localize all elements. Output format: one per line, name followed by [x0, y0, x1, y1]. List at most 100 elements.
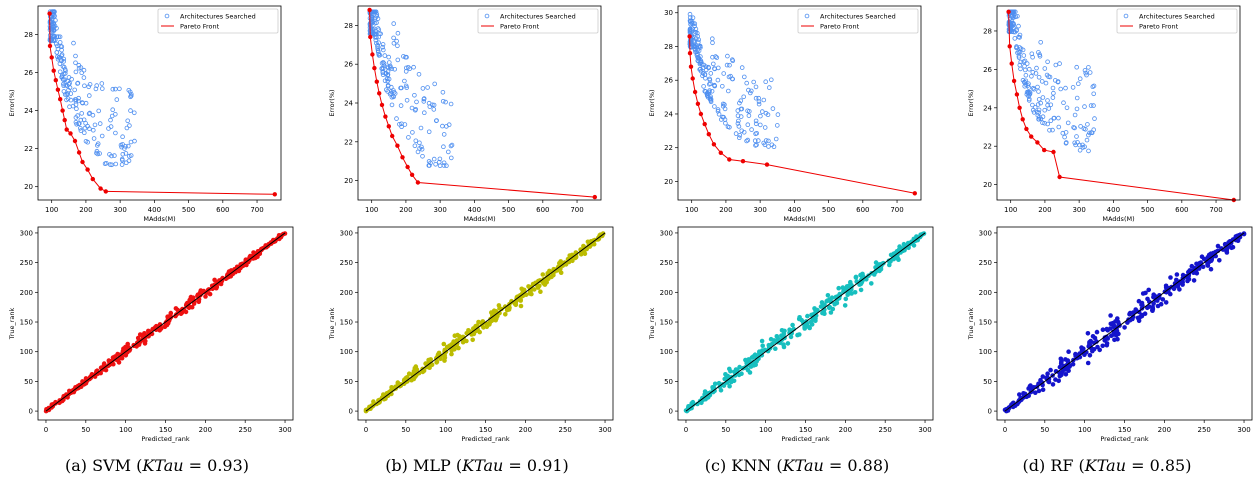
caption-c: (c) KNN (KTau = 0.88)	[704, 456, 890, 475]
searched-point	[751, 79, 756, 85]
rank-point	[188, 294, 194, 300]
searched-point	[74, 106, 79, 111]
searched-point	[774, 123, 780, 128]
searched-point	[109, 162, 115, 168]
searched-point	[1030, 54, 1035, 60]
searched-point	[1026, 89, 1031, 95]
searched-point	[770, 106, 776, 111]
searched-point	[1040, 120, 1045, 125]
x-tick-label: 250	[879, 426, 892, 434]
rank-point	[503, 312, 508, 317]
pareto-line	[369, 9, 595, 198]
pareto-point	[1011, 78, 1017, 84]
rank-point	[873, 260, 879, 265]
rank-point	[1040, 387, 1046, 393]
pareto-point	[55, 87, 61, 92]
searched-point	[57, 34, 63, 40]
y-tick-label: 0	[988, 408, 992, 416]
searched-point	[753, 84, 759, 90]
searched-point	[1091, 103, 1096, 108]
rank-point	[540, 272, 546, 277]
searched-point	[1043, 80, 1049, 86]
rank-point	[1094, 329, 1100, 335]
searched-point	[75, 113, 80, 118]
legend-marker-searched	[1123, 13, 1129, 19]
pareto-point	[711, 142, 717, 147]
searched-point	[381, 61, 387, 66]
y-tick-label: 22	[664, 144, 673, 152]
searched-point	[444, 163, 449, 169]
y-tick-label: 24	[344, 100, 353, 108]
pareto-point	[367, 7, 372, 13]
rank-point	[115, 351, 120, 357]
pareto-point	[1020, 117, 1025, 122]
legend-label-pareto: Pareto Front	[500, 23, 540, 31]
searched-point	[107, 152, 112, 157]
rank-point	[901, 241, 907, 247]
rank-point	[739, 371, 744, 377]
searched-point	[1025, 83, 1031, 88]
rank-point	[1143, 290, 1148, 296]
searched-point	[710, 61, 716, 67]
rank-point	[1085, 331, 1091, 336]
searched-point	[1074, 64, 1079, 70]
searched-point	[65, 91, 70, 96]
rank-point	[829, 295, 835, 301]
searched-point	[1017, 35, 1022, 40]
rank-point	[1079, 345, 1084, 350]
searched-point	[762, 142, 768, 148]
searched-point	[1007, 26, 1013, 32]
rank-point	[428, 357, 434, 362]
pareto-point	[53, 78, 58, 83]
searched-point	[735, 121, 741, 126]
rank-point	[774, 334, 780, 339]
rank-point	[1151, 292, 1156, 298]
rank-point	[1115, 316, 1120, 321]
searched-point	[67, 80, 72, 86]
searched-point	[1022, 79, 1027, 85]
identity-line	[45, 232, 286, 412]
searched-point	[56, 55, 62, 60]
searched-point	[768, 77, 774, 83]
searched-point	[1016, 23, 1021, 29]
rank-point	[723, 372, 728, 377]
rank-point	[787, 327, 792, 333]
searched-point	[1036, 110, 1042, 115]
rank-point	[518, 303, 524, 309]
pareto-point	[400, 155, 405, 160]
searched-point	[446, 122, 452, 127]
rank-point	[842, 303, 848, 308]
searched-point	[698, 54, 703, 59]
rank-point	[1150, 304, 1155, 310]
y-tick-label: 0	[29, 408, 33, 416]
pareto-point	[1057, 174, 1062, 180]
searched-point	[426, 129, 432, 135]
pareto-point	[60, 108, 65, 113]
rank-point	[537, 278, 543, 283]
rank-point	[797, 315, 802, 320]
searched-point	[373, 31, 379, 37]
searched-point	[701, 84, 706, 89]
searched-point	[714, 55, 720, 60]
searched-point	[1018, 59, 1023, 65]
searched-point	[695, 58, 701, 63]
rank-point	[1199, 254, 1205, 259]
searched-point	[385, 83, 391, 89]
searched-point	[693, 26, 699, 32]
rank-point	[1066, 349, 1071, 355]
searched-point	[77, 121, 82, 126]
searched-point	[748, 88, 754, 94]
searched-point	[1035, 84, 1040, 90]
searched-point	[715, 107, 721, 112]
y-tick-label: 28	[24, 31, 33, 39]
searched-point	[91, 127, 96, 133]
pareto-point	[692, 89, 698, 95]
axes-frame	[996, 5, 1241, 201]
searched-point	[417, 140, 422, 146]
searched-point	[1011, 9, 1017, 15]
pareto-point	[1024, 126, 1029, 132]
searched-point	[78, 128, 84, 133]
rank-point	[1058, 356, 1064, 362]
y-tick-label: 250	[979, 259, 992, 267]
searched-point	[758, 113, 763, 119]
